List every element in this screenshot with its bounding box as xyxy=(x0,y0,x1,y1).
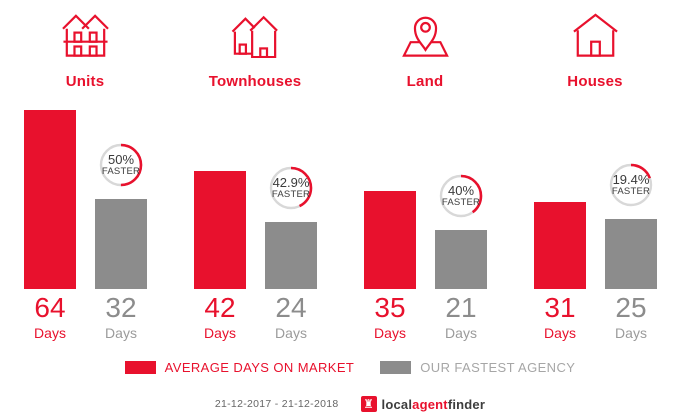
faster-word: FASTER xyxy=(101,166,141,177)
faster-badge-text: 19.4% FASTER xyxy=(609,163,653,207)
townhouses-icon xyxy=(231,15,278,58)
logo-text-agent: agent xyxy=(412,396,448,412)
property-group-units: Units 50% FASTER 64 Days 32 Days xyxy=(0,0,170,345)
fastest-agency-bar xyxy=(605,219,657,289)
average-days-unit: Days xyxy=(204,325,236,341)
property-group-houses: Houses 19.4% FASTER 31 Days 25 Days xyxy=(510,0,680,345)
average-days-number: 35 xyxy=(374,292,406,323)
faster-percent: 50% xyxy=(107,152,135,167)
faster-percent: 19.4% xyxy=(612,172,650,187)
property-icon-wrap xyxy=(170,8,340,58)
property-label: Land xyxy=(406,73,444,90)
footer: 21-12-2017 - 21-12-2018 ♜ localagentfind… xyxy=(0,396,700,412)
average-days-bar xyxy=(364,191,416,289)
fastest-agency-number: 32 xyxy=(105,292,137,323)
logo-text: localagentfinder xyxy=(382,397,486,412)
average-days-bar xyxy=(194,171,246,289)
land-icon xyxy=(401,16,449,57)
property-label: Houses xyxy=(567,73,623,90)
fastest-agency-unit: Days xyxy=(105,325,137,341)
property-label: Townhouses xyxy=(208,73,302,90)
average-days-value: 64 Days xyxy=(14,292,86,342)
average-days-bar xyxy=(24,110,76,289)
property-group-townhouses: Townhouses 42.9% FASTER 42 Days 24 Days xyxy=(170,0,340,345)
faster-badge-ring xyxy=(269,166,313,210)
faster-badge: 19.4% FASTER xyxy=(609,163,653,207)
average-days-bar xyxy=(534,202,586,289)
legend-item-fastest-agency: OUR FASTEST AGENCY xyxy=(380,360,575,375)
fastest-agency-bar xyxy=(435,230,487,289)
faster-percent: 40% xyxy=(447,183,475,198)
average-days-value: 31 Days xyxy=(524,292,596,342)
fastest-agency-unit: Days xyxy=(275,325,307,341)
average-days-number: 64 xyxy=(34,292,66,323)
localagentfinder-logo: ♜ localagentfinder xyxy=(360,396,486,412)
property-group-land: Land 40% FASTER 35 Days 21 Days xyxy=(340,0,510,345)
legend-swatch-red xyxy=(124,361,156,374)
faster-badge-text: 50% FASTER xyxy=(99,143,143,187)
faster-badge: 50% FASTER xyxy=(99,143,143,187)
faster-badge: 40% FASTER xyxy=(439,174,483,218)
houses-icon xyxy=(572,13,618,57)
faster-word: FASTER xyxy=(441,197,481,208)
units-icon xyxy=(61,14,109,57)
fastest-agency-number: 24 xyxy=(275,292,307,323)
property-label: Units xyxy=(65,73,105,90)
legend-swatch-gray xyxy=(380,361,412,374)
fastest-agency-number: 25 xyxy=(615,292,647,323)
fastest-agency-value: 25 Days xyxy=(595,292,667,342)
fastest-agency-number: 21 xyxy=(445,292,477,323)
fastest-agency-value: 24 Days xyxy=(255,292,327,342)
faster-word: FASTER xyxy=(271,189,311,200)
fastest-agency-value: 21 Days xyxy=(425,292,497,342)
chart-groups: Units 50% FASTER 64 Days 32 Days xyxy=(0,0,680,345)
logo-text-finder: finder xyxy=(447,396,486,412)
average-days-unit: Days xyxy=(374,325,406,341)
faster-badge-text: 42.9% FASTER xyxy=(269,166,313,210)
legend-label-average-days: AVERAGE DAYS ON MARKET xyxy=(164,360,355,375)
legend-item-average-days: AVERAGE DAYS ON MARKET xyxy=(124,360,355,375)
logo-text-local: local xyxy=(381,396,413,412)
average-days-number: 42 xyxy=(204,292,236,323)
average-days-unit: Days xyxy=(34,325,66,341)
average-days-unit: Days xyxy=(544,325,576,341)
fastest-agency-unit: Days xyxy=(445,325,477,341)
property-icon-wrap xyxy=(340,8,510,58)
faster-percent: 42.9% xyxy=(272,175,310,190)
faster-badge-ring xyxy=(609,163,653,207)
fastest-agency-value: 32 Days xyxy=(85,292,157,342)
faster-badge-ring xyxy=(99,143,143,187)
rook-icon: ♜ xyxy=(360,396,377,412)
property-icon-wrap xyxy=(510,8,680,58)
average-days-number: 31 xyxy=(544,292,576,323)
chart-legend: AVERAGE DAYS ON MARKET OUR FASTEST AGENC… xyxy=(0,360,700,375)
average-days-value: 35 Days xyxy=(354,292,426,342)
faster-badge-text: 40% FASTER xyxy=(439,174,483,218)
fastest-agency-bar xyxy=(265,222,317,289)
fastest-agency-unit: Days xyxy=(615,325,647,341)
average-days-value: 42 Days xyxy=(184,292,256,342)
date-range: 21-12-2017 - 21-12-2018 xyxy=(214,398,339,410)
legend-label-fastest-agency: OUR FASTEST AGENCY xyxy=(420,360,576,375)
property-icon-wrap xyxy=(0,8,170,58)
faster-badge-ring xyxy=(439,174,483,218)
faster-word: FASTER xyxy=(611,186,651,197)
faster-badge: 42.9% FASTER xyxy=(269,166,313,210)
fastest-agency-bar xyxy=(95,199,147,289)
